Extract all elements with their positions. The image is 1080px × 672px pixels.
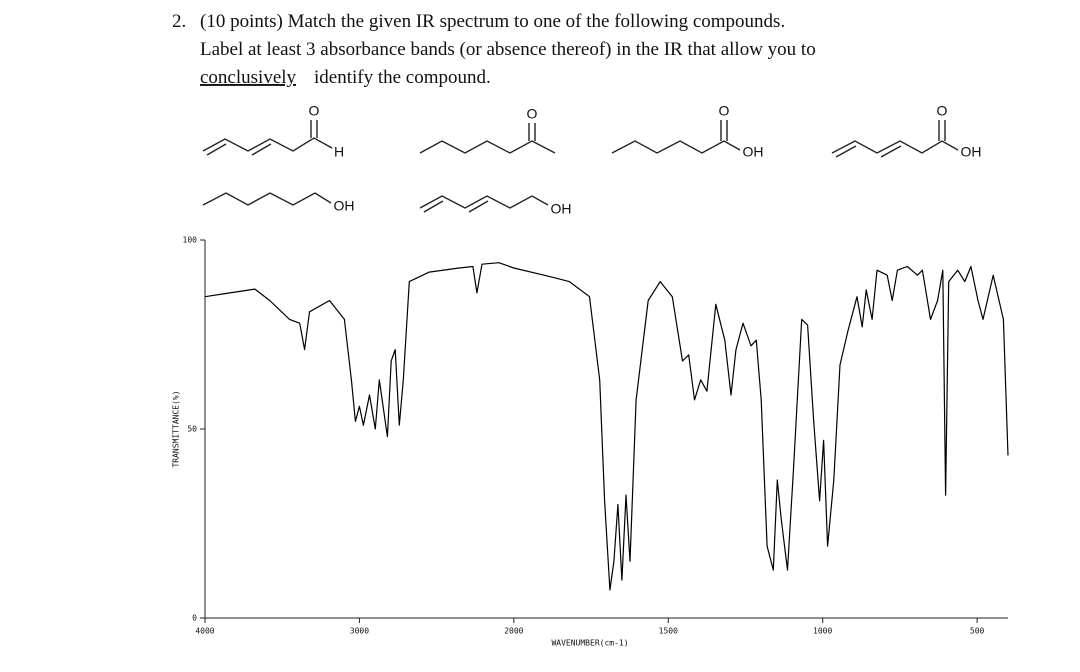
atom-label: OH [551, 201, 572, 217]
ir-spectrum: TRANSMITTANCE(%) WAVENUMBER(cm-1) 0 50 100… [172, 236, 1009, 648]
question-text: (10 points) Match the given IR spectrum … [200, 11, 785, 32]
question-emphasis: conclusively [200, 67, 297, 88]
atom-label: OH [334, 198, 355, 214]
x-tick-label: 3000 [350, 627, 369, 636]
atom-label: OH [743, 144, 764, 160]
spectrum-line [204, 262, 1009, 591]
y-axis-label: TRANSMITTANCE(%) [172, 390, 181, 467]
x-tick-label: 4000 [195, 627, 214, 636]
x-tick-label: 1000 [813, 627, 832, 636]
x-tick-label: 500 [970, 627, 985, 636]
x-tick-label: 2000 [504, 627, 523, 636]
x-axis-label: WAVENUMBER(cm-1) [551, 639, 628, 648]
atom-label: O [937, 103, 948, 119]
question-number: 2. [172, 11, 186, 32]
y-tick-label: 0 [192, 614, 197, 623]
atom-label: H [334, 144, 344, 160]
atom-label: O [527, 106, 538, 122]
atom-label: OH [961, 144, 982, 160]
atom-label: O [309, 103, 320, 119]
y-tick-label: 100 [183, 236, 198, 245]
atom-label: O [719, 103, 730, 119]
question-text: identify the compound. [314, 67, 491, 88]
question-text: Label at least 3 absorbance bands (or ab… [200, 39, 816, 60]
molecules: O H O O OH O OH OH OH [202, 103, 982, 217]
x-tick-label: 1500 [659, 627, 678, 636]
y-tick-label: 50 [187, 425, 197, 434]
